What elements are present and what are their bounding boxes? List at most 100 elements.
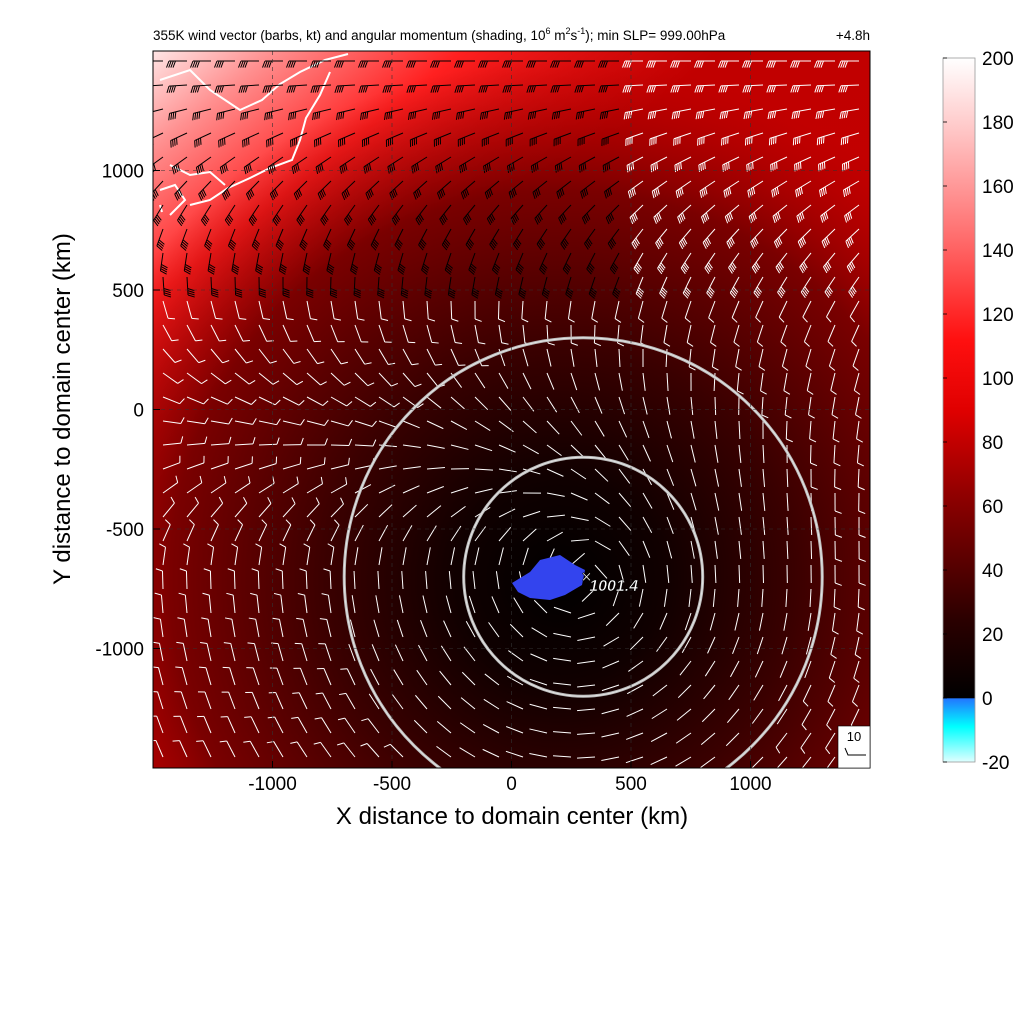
wind-barb-feather <box>484 111 487 119</box>
wind-barb <box>207 619 212 638</box>
wind-barb-feather <box>225 379 232 385</box>
wind-barb-feather <box>349 239 356 245</box>
wind-barb-feather <box>240 85 244 93</box>
wind-barb-feather <box>149 61 151 68</box>
momentum-shading-vortex <box>153 51 870 768</box>
wind-barb-feather <box>434 60 438 68</box>
wind-barb-feather <box>292 692 300 694</box>
wind-barb-feather <box>296 163 300 171</box>
wind-barb <box>666 540 673 559</box>
wind-barb <box>491 596 500 614</box>
wind-barb <box>162 442 181 446</box>
wind-barb <box>714 444 719 463</box>
wind-barb <box>560 228 572 245</box>
wind-barb-feather <box>248 190 253 198</box>
wind-barb-feather <box>438 111 441 119</box>
wind-barb-feather <box>269 360 277 364</box>
wind-barb <box>785 588 788 607</box>
wind-barb <box>494 276 500 295</box>
wind-barb-feather <box>262 85 266 93</box>
wind-barb-feather <box>468 238 475 245</box>
wind-barb-feather <box>515 269 522 275</box>
wind-barb-feather <box>814 85 818 93</box>
colorbar-fill <box>942 57 976 763</box>
wind-barb-feather <box>471 294 479 299</box>
wind-barb-feather <box>296 219 302 226</box>
wind-barb-feather <box>377 294 385 299</box>
wind-barb <box>640 324 644 343</box>
wind-barb <box>626 732 644 740</box>
wind-barb-feather <box>612 264 618 271</box>
wind-barb-feather <box>754 237 759 244</box>
wind-barb <box>156 228 164 247</box>
wind-barb <box>733 324 740 343</box>
wind-barb <box>208 595 212 614</box>
wind-barb-feather <box>517 265 524 271</box>
wind-barb <box>258 503 272 518</box>
wind-barb <box>394 228 404 246</box>
wind-barb-feather <box>661 287 668 293</box>
wind-barb <box>445 595 452 614</box>
wind-barb-feather <box>297 593 305 596</box>
wind-barb-feather <box>338 60 342 68</box>
wind-barb-feather <box>222 111 225 119</box>
wind-barb <box>416 669 428 686</box>
wind-barb-feather <box>830 654 837 659</box>
wind-barb-feather <box>610 212 615 220</box>
wind-barb <box>570 492 588 501</box>
wind-barb-feather <box>194 60 198 68</box>
wind-barb-feather <box>564 238 569 245</box>
wind-barb-feather <box>753 212 757 220</box>
wind-barb <box>783 372 788 391</box>
wind-barb-feather <box>508 192 512 200</box>
wind-barb <box>471 276 476 295</box>
wind-barb-feather <box>704 162 706 170</box>
wind-barb-feather <box>296 190 301 198</box>
wind-barb-feather <box>303 268 310 273</box>
wind-barb <box>642 372 646 391</box>
wind-barb-feather <box>178 189 183 196</box>
wind-barb-feather <box>772 60 776 68</box>
wind-barb-feather <box>438 164 442 172</box>
wind-barb-feather <box>556 85 560 93</box>
wind-barb <box>193 84 212 87</box>
wind-barb-feather <box>679 188 682 196</box>
wind-barb <box>546 420 560 435</box>
wind-barb-feather <box>858 534 866 538</box>
wind-barb-feather <box>416 163 420 171</box>
wind-barb <box>391 204 404 220</box>
wind-barb <box>468 252 476 271</box>
wind-barb-feather <box>607 215 612 223</box>
wind-barb <box>474 488 493 494</box>
wind-barb-feather <box>229 241 236 247</box>
wind-barb-feather <box>143 86 145 93</box>
wind-barb-feather <box>510 190 514 198</box>
wind-barb-feather <box>373 239 380 245</box>
wind-barb-feather <box>424 294 432 299</box>
wind-barb-feather <box>849 211 853 219</box>
wind-barb-feather <box>207 543 214 548</box>
wind-barb-feather <box>300 214 305 221</box>
wind-barb <box>447 276 452 295</box>
wind-barb-feather <box>328 263 335 269</box>
wind-barb-feather <box>742 60 746 68</box>
wind-barb-feather <box>848 291 854 298</box>
wind-barb <box>402 300 406 319</box>
wind-barb <box>522 528 537 542</box>
wind-barb <box>553 706 572 710</box>
wind-barb-feather <box>334 519 340 526</box>
wind-barb <box>378 324 386 343</box>
wind-barb-feather <box>844 215 847 223</box>
wind-barb <box>210 443 229 446</box>
wind-barb <box>205 667 212 686</box>
wind-barb <box>577 732 596 735</box>
wind-barb-feather <box>419 242 425 249</box>
wind-barb-feather <box>211 288 219 292</box>
wind-barb-feather <box>847 213 851 221</box>
wind-barb-feather <box>275 568 283 572</box>
wind-barb-feather <box>184 266 192 271</box>
wind-barb-feather <box>809 438 817 443</box>
wind-barb <box>344 717 356 734</box>
wind-barb-feather <box>490 242 496 249</box>
wind-barb <box>744 84 764 87</box>
